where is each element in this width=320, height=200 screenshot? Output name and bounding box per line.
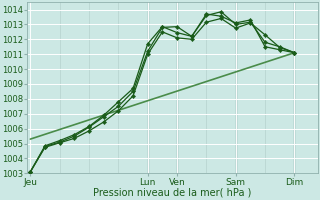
X-axis label: Pression niveau de la mer( hPa ): Pression niveau de la mer( hPa ) (93, 188, 252, 198)
